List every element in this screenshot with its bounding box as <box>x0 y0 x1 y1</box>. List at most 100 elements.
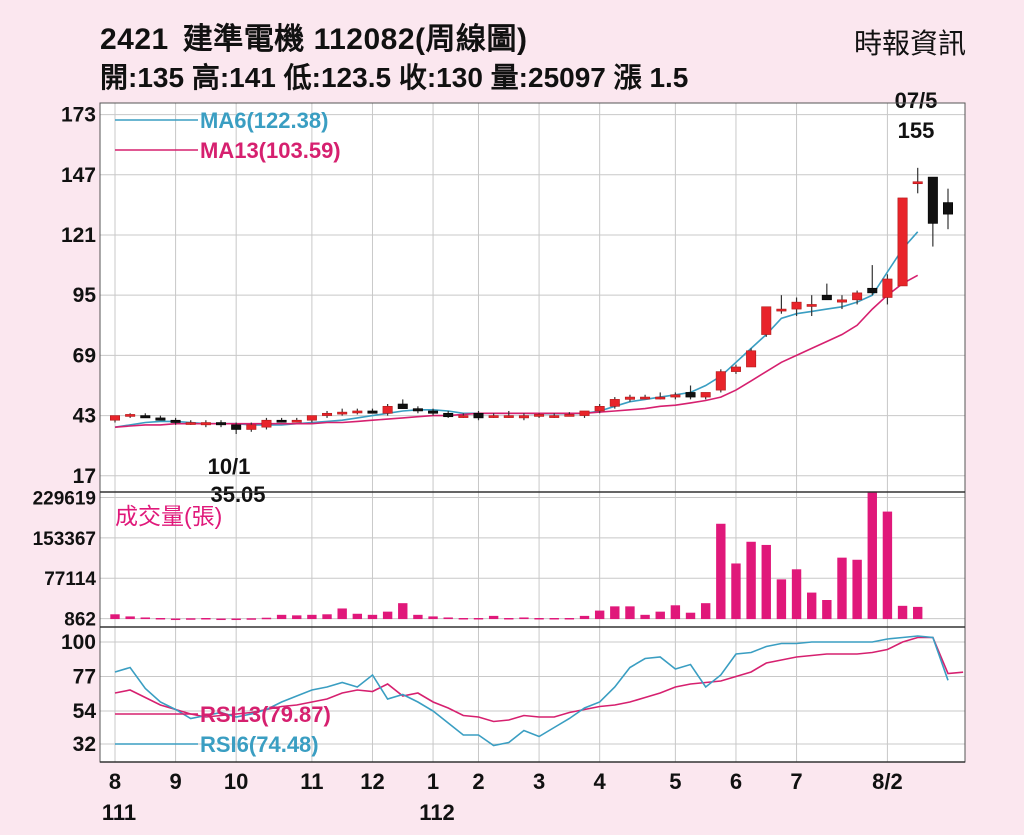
candle-body <box>670 394 681 398</box>
candle-body <box>852 292 863 301</box>
candle-body <box>185 422 196 425</box>
chart-period: 112082(周線圖) <box>313 23 528 56</box>
volume-bar <box>110 614 120 620</box>
candle-body <box>943 202 953 215</box>
month-tick-label: 2 <box>472 769 484 794</box>
volume-bar <box>776 579 787 620</box>
price-tick-label: 173 <box>61 104 96 127</box>
candle-body <box>791 301 802 310</box>
volume-bar <box>398 603 408 620</box>
candle-body <box>397 403 408 409</box>
volume-bar <box>625 606 635 620</box>
rsi6-legend: RSI6(74.48) <box>200 732 319 757</box>
volume-bar <box>488 615 499 620</box>
volume-bar <box>731 563 741 620</box>
candle-body <box>912 181 923 185</box>
rsi-tick-label: 32 <box>73 733 96 756</box>
month-tick-label: 8/2 <box>872 769 903 794</box>
volume-bar <box>655 611 665 620</box>
volume-bar <box>337 608 347 620</box>
volume-bar <box>307 614 317 620</box>
candle-body <box>428 410 439 414</box>
low-label: 低: <box>283 62 321 93</box>
candle-body <box>412 408 423 412</box>
candle-body <box>246 424 257 430</box>
month-tick-label: 1 <box>427 769 439 794</box>
volume-bar <box>458 618 469 620</box>
candle-body <box>110 415 120 421</box>
candle-body <box>231 424 242 430</box>
candle-body <box>836 299 847 303</box>
price-tick-label: 147 <box>61 164 96 187</box>
candle-body <box>200 422 211 426</box>
volume-bar <box>867 492 877 620</box>
month-tick-label: 7 <box>790 769 802 794</box>
chart-title: 2421 建準電機 112082(周線圖) <box>100 14 528 58</box>
volume-bar <box>140 617 150 620</box>
change-label: 漲 <box>613 62 642 93</box>
volume-bar <box>246 618 257 620</box>
candle-body <box>125 414 136 417</box>
candle-body <box>291 419 302 423</box>
volume-tick-label: 153367 <box>33 529 96 550</box>
volume-bar <box>746 541 756 620</box>
candle-body <box>216 422 227 426</box>
month-tick-label: 8 <box>109 769 121 794</box>
candle-body <box>473 412 484 419</box>
candle-body <box>882 278 893 298</box>
volume-bar <box>428 616 438 620</box>
candle-body <box>337 411 348 415</box>
month-tick-label: 10 <box>224 769 248 794</box>
volume-bar <box>579 615 590 620</box>
candle-body <box>322 412 333 416</box>
year-tick-label: 112 <box>419 800 455 825</box>
volume-bar <box>352 613 363 620</box>
candle-body <box>579 410 590 416</box>
candle-body <box>306 415 317 421</box>
rsi-tick-label: 54 <box>73 700 97 723</box>
price-tick-label: 95 <box>73 284 97 307</box>
high-annotation-date: 07/5 <box>895 88 938 113</box>
volume-bar <box>594 610 605 620</box>
volume-bar <box>670 605 681 620</box>
volume-bar <box>610 606 620 620</box>
candle-body <box>594 406 605 412</box>
candle-body <box>261 419 272 428</box>
candle-body <box>443 412 454 418</box>
candle-body <box>609 399 620 407</box>
candle-body <box>685 392 696 398</box>
volume-bar <box>685 612 696 620</box>
candle-body <box>927 176 938 224</box>
candle-body <box>821 294 832 301</box>
month-tick-label: 3 <box>533 769 545 794</box>
close-value: 130 <box>436 62 483 93</box>
candle-body <box>655 396 666 400</box>
price-tick-label: 43 <box>73 405 96 428</box>
rsi6-line <box>114 635 949 747</box>
close-label: 收: <box>398 62 437 93</box>
price-tick-label: 17 <box>73 465 96 488</box>
month-tick-label: 9 <box>169 769 181 794</box>
volume-bar <box>473 618 484 620</box>
volume-bar <box>716 523 726 620</box>
volume-bar <box>534 618 544 620</box>
volume-bar <box>882 511 893 620</box>
candle-body <box>276 419 287 423</box>
candle-body <box>761 306 772 335</box>
volume-bar <box>519 617 529 620</box>
volume-bar <box>791 569 802 620</box>
candle-body <box>564 414 575 417</box>
candle-body <box>746 350 757 368</box>
volume-bar <box>564 618 575 620</box>
month-tick-label: 6 <box>730 769 742 794</box>
price-tick-label: 69 <box>73 344 96 367</box>
low-value: 123.5 <box>320 62 392 93</box>
candle-body <box>140 415 151 419</box>
volume-bar <box>897 605 908 620</box>
data-source: 時報資訊 <box>853 28 966 59</box>
open-label: 開: <box>100 62 138 93</box>
high-annotation-value: 155 <box>898 118 935 143</box>
candle-body <box>534 414 545 417</box>
volume-bar <box>822 600 832 620</box>
